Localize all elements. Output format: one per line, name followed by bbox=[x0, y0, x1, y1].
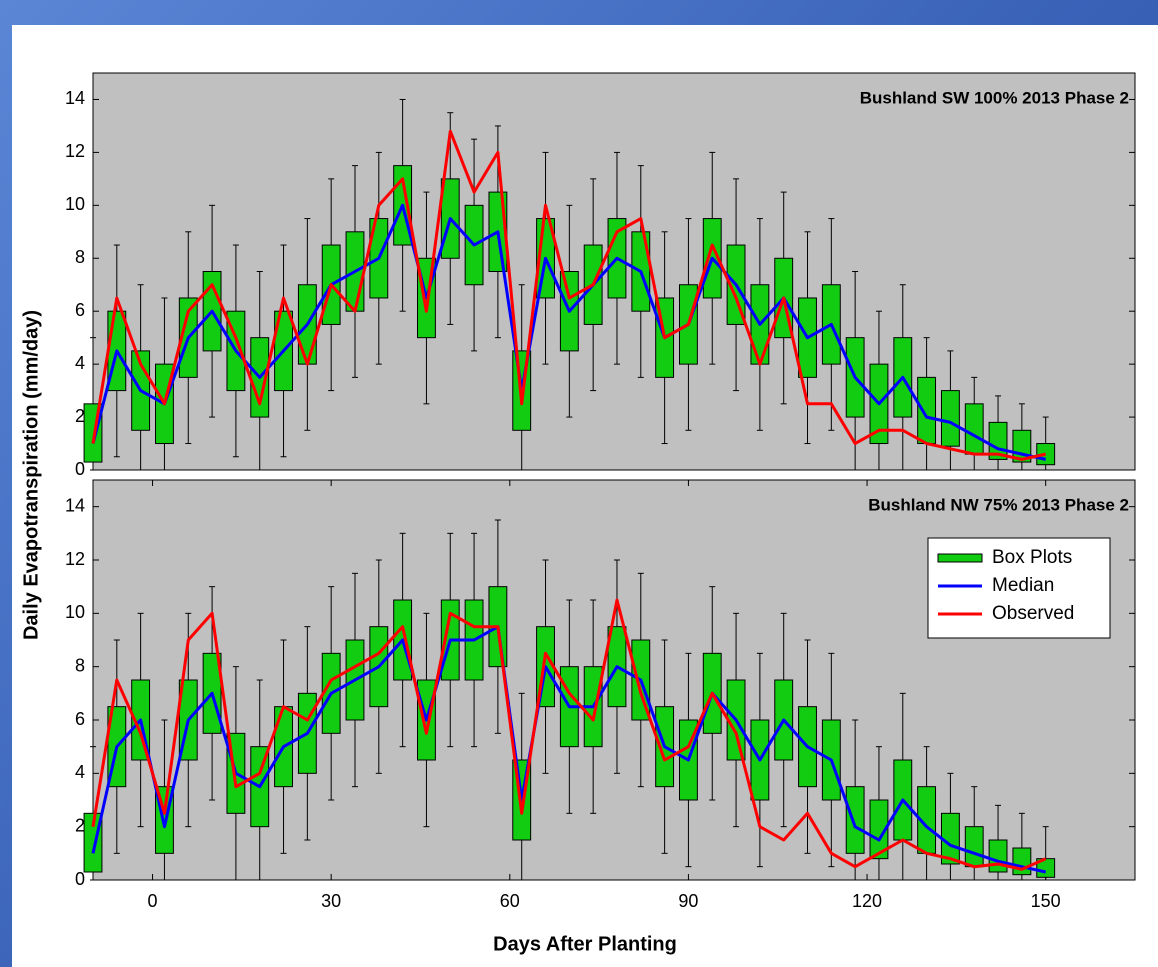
x-axis-label: Days After Planting bbox=[493, 933, 677, 955]
y-tick-label: 0 bbox=[75, 869, 85, 889]
y-tick-label: 0 bbox=[75, 459, 85, 479]
y-tick-label: 10 bbox=[65, 194, 85, 214]
box bbox=[988, 839, 1008, 873]
y-tick-label: 14 bbox=[65, 495, 85, 515]
x-tick-label: 60 bbox=[500, 891, 520, 911]
line-median bbox=[91, 625, 1047, 874]
legend-label: Median bbox=[992, 575, 1054, 596]
legend-swatch bbox=[937, 553, 983, 563]
box bbox=[869, 799, 889, 860]
box bbox=[964, 826, 984, 868]
y-tick-label: 4 bbox=[75, 353, 85, 373]
line-observed bbox=[91, 598, 1047, 871]
y-tick-label: 8 bbox=[75, 655, 85, 675]
y-axis-label: Daily Evapotranspiration (mm/day) bbox=[20, 310, 42, 640]
box bbox=[1036, 858, 1056, 878]
legend-label: Observed bbox=[992, 603, 1074, 624]
panel-annotation: Bushland SW 100% 2013 Phase 2 bbox=[860, 88, 1129, 107]
y-tick-label: 8 bbox=[75, 247, 85, 267]
y-tick-label: 6 bbox=[75, 709, 85, 729]
x-tick-label: 0 bbox=[148, 891, 158, 911]
y-tick-label: 4 bbox=[75, 762, 85, 782]
y-tick-label: 12 bbox=[65, 141, 85, 161]
x-tick-label: 90 bbox=[678, 891, 698, 911]
box bbox=[845, 786, 865, 854]
line-observed bbox=[91, 129, 1047, 461]
box bbox=[940, 390, 960, 447]
line-median bbox=[91, 203, 1047, 461]
legend-label: Box Plots bbox=[992, 547, 1072, 568]
y-tick-label: 14 bbox=[65, 88, 85, 108]
panel-annotation: Bushland NW 75% 2013 Phase 2 bbox=[868, 495, 1129, 514]
y-tick-label: 2 bbox=[75, 406, 85, 426]
y-tick-label: 6 bbox=[75, 300, 85, 320]
y-tick-label: 10 bbox=[65, 602, 85, 622]
y-tick-label: 12 bbox=[65, 549, 85, 569]
y-tick-label: 2 bbox=[75, 815, 85, 835]
x-tick-label: 30 bbox=[321, 891, 341, 911]
x-tick-label: 150 bbox=[1031, 891, 1061, 911]
box bbox=[917, 376, 937, 445]
box bbox=[964, 403, 984, 455]
x-tick-label: 120 bbox=[852, 891, 882, 911]
